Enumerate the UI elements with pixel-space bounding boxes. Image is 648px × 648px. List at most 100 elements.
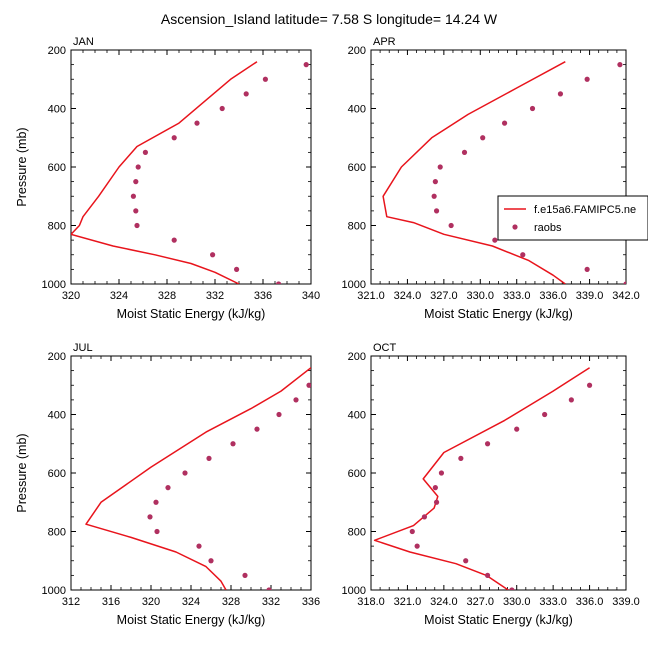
x-tick-label: 336 (254, 290, 272, 302)
raobs-point (509, 587, 515, 590)
raobs-point (171, 237, 177, 243)
panel-label: JAN (73, 36, 94, 48)
x-tick-label: 321.0 (394, 596, 422, 608)
raobs-point (529, 105, 536, 112)
raobs-point (438, 470, 445, 476)
model-line (71, 61, 258, 284)
raobs-point (154, 528, 160, 535)
raobs-point (142, 149, 148, 155)
raobs-point (210, 252, 216, 258)
x-tick-label: 336 (302, 596, 320, 608)
raobs-point (194, 120, 200, 126)
raobs-point (433, 208, 440, 214)
raobs-point (448, 222, 454, 229)
raobs-point (133, 208, 139, 214)
y-tick-label: 1000 (42, 585, 66, 597)
raobs-point (196, 543, 202, 549)
x-tick-label: 324.0 (394, 290, 422, 302)
legend-box (497, 195, 648, 241)
raobs-point (234, 266, 240, 272)
raobs-point (458, 455, 464, 461)
x-tick-label: 330.0 (503, 596, 531, 608)
raobs-point (134, 222, 140, 229)
raobs-point (484, 572, 491, 578)
raobs-point (542, 411, 548, 418)
x-tick-label: 318.0 (357, 596, 385, 608)
raobs-point (276, 411, 282, 418)
y-tick-label: 600 (48, 162, 66, 174)
raobs-point (171, 135, 177, 141)
y-tick-label: 800 (48, 527, 66, 539)
x-tick-label: 324.0 (430, 596, 458, 608)
raobs-point (432, 485, 438, 491)
raobs-point (568, 397, 574, 403)
raobs-point (461, 149, 468, 155)
x-tick-label: 327.0 (467, 596, 495, 608)
panel-oct: OCT 318.0 321.0 324.0 327.0 330.0 333.0 336.0 33… (342, 342, 640, 627)
x-tick-label: 339.0 (612, 596, 640, 608)
raobs-point (130, 193, 136, 199)
plot-area (373, 367, 593, 590)
y-tick-label: 800 (348, 527, 366, 539)
y-tick-label: 1000 (342, 279, 366, 291)
plot-frame (70, 49, 312, 285)
raobs-point (219, 105, 225, 112)
x-tick-label: 320 (62, 290, 80, 302)
raobs-point (463, 558, 469, 564)
x-tick-label: 340 (302, 290, 320, 302)
raobs-point (586, 382, 593, 388)
x-tick-label: 320 (142, 596, 160, 608)
raobs-point (480, 135, 486, 141)
raobs-point (165, 485, 171, 491)
panel-label: APR (373, 36, 396, 48)
model-line (382, 61, 566, 284)
raobs-point (514, 426, 520, 432)
y-tick-label: 1000 (42, 279, 66, 291)
raobs-point (293, 397, 299, 403)
raobs-point (584, 76, 590, 82)
raobs-point (133, 179, 139, 185)
raobs-point (484, 441, 491, 447)
y-tick-label: 200 (348, 45, 366, 57)
plot-area (382, 61, 626, 284)
raobs-point (492, 237, 498, 243)
raobs-point (306, 382, 311, 388)
raobs-point (147, 514, 153, 520)
raobs-point (206, 455, 212, 461)
raobs-point (153, 499, 159, 505)
plot-area (71, 61, 309, 284)
x-tick-label: 328 (158, 290, 176, 302)
y-tick-label: 1000 (342, 585, 366, 597)
raobs-point (433, 499, 440, 505)
raobs-point (623, 281, 626, 284)
y-tick-label: 400 (48, 410, 66, 422)
x-tick-label: 327.0 (430, 290, 458, 302)
raobs-point (557, 91, 564, 97)
raobs-point (303, 62, 309, 68)
x-axis-label: Moist Static Energy (kJ/kg) (424, 613, 573, 627)
plot-frame (70, 355, 312, 591)
raobs-point (432, 179, 438, 185)
y-tick-label: 800 (48, 221, 66, 233)
plot-area (85, 367, 311, 590)
raobs-point (414, 543, 420, 549)
raobs-point (617, 62, 623, 68)
raobs-point (242, 572, 248, 578)
y-axis-label: Pressure (mb) (15, 433, 29, 512)
x-tick-label: 328 (222, 596, 240, 608)
model-line (373, 367, 591, 590)
raobs-point (431, 193, 437, 199)
y-tick-label: 400 (348, 104, 366, 116)
y-axis-label: Pressure (mb) (15, 127, 29, 206)
x-axis-label: Moist Static Energy (kJ/kg) (117, 613, 266, 627)
y-tick-label: 800 (348, 221, 366, 233)
x-tick-label: 332 (206, 290, 224, 302)
raobs-point (437, 164, 443, 170)
x-tick-label: 324 (110, 290, 128, 302)
panel-apr: APR 321.0 324.0 327.0 330.0 333.0 336.0 339.0 34… (342, 36, 648, 321)
raobs-point (262, 76, 268, 82)
raobs-point (182, 470, 188, 476)
y-tick-label: 600 (348, 162, 366, 174)
raobs-point (254, 426, 260, 432)
